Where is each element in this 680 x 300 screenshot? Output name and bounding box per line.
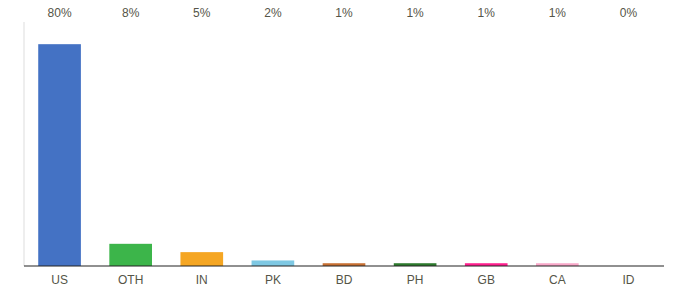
x-tick-label: OTH — [118, 273, 143, 287]
data-labels: 80% 8% 5% 2% 1% 1% 1% 1% 0% — [48, 6, 638, 20]
x-tick-label: IN — [196, 273, 208, 287]
x-tick-label: PH — [407, 273, 424, 287]
data-label: 1% — [549, 6, 567, 20]
data-label: 2% — [264, 6, 282, 20]
bar — [109, 244, 152, 266]
x-tick-label: GB — [478, 273, 495, 287]
data-label: 1% — [406, 6, 424, 20]
data-label: 8% — [122, 6, 140, 20]
chart-container: 80% 8% 5% 2% 1% 1% 1% 1% 0% US OTH IN PK BD PH GB CA ID — [0, 0, 680, 300]
y-range-line — [24, 22, 25, 266]
bars — [38, 44, 578, 266]
x-tick-label: BD — [336, 273, 353, 287]
x-tick-label: CA — [549, 273, 566, 287]
x-axis-line — [24, 265, 664, 266]
x-tick-label: PK — [265, 273, 281, 287]
x-tick-label: ID — [622, 273, 634, 287]
data-label: 0% — [620, 6, 638, 20]
bar — [180, 252, 223, 266]
data-label: 5% — [193, 6, 211, 20]
x-tick-label: US — [51, 273, 68, 287]
bar — [252, 260, 295, 266]
data-label: 1% — [478, 6, 496, 20]
axes: US OTH IN PK BD PH GB CA ID — [24, 22, 664, 287]
data-label: 1% — [335, 6, 353, 20]
data-label: 80% — [48, 6, 72, 20]
bar — [38, 44, 81, 266]
chart-svg: 80% 8% 5% 2% 1% 1% 1% 1% 0% US OTH IN PK BD PH GB CA ID — [0, 0, 680, 300]
